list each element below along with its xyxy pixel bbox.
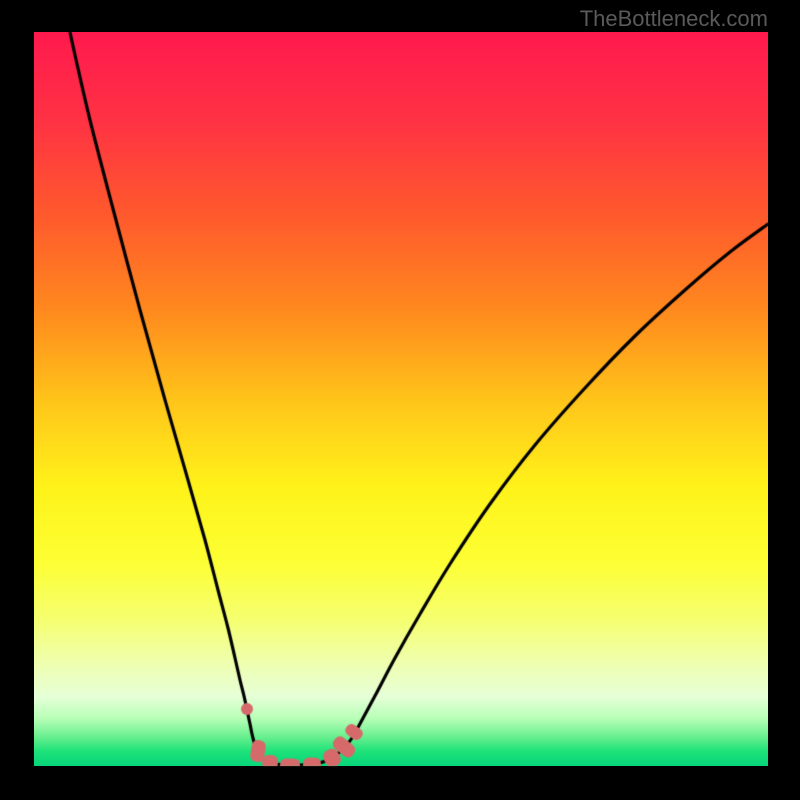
chart-container: TheBottleneck.com [0,0,800,800]
watermark-text: TheBottleneck.com [580,6,768,32]
curve-canvas [0,0,800,800]
